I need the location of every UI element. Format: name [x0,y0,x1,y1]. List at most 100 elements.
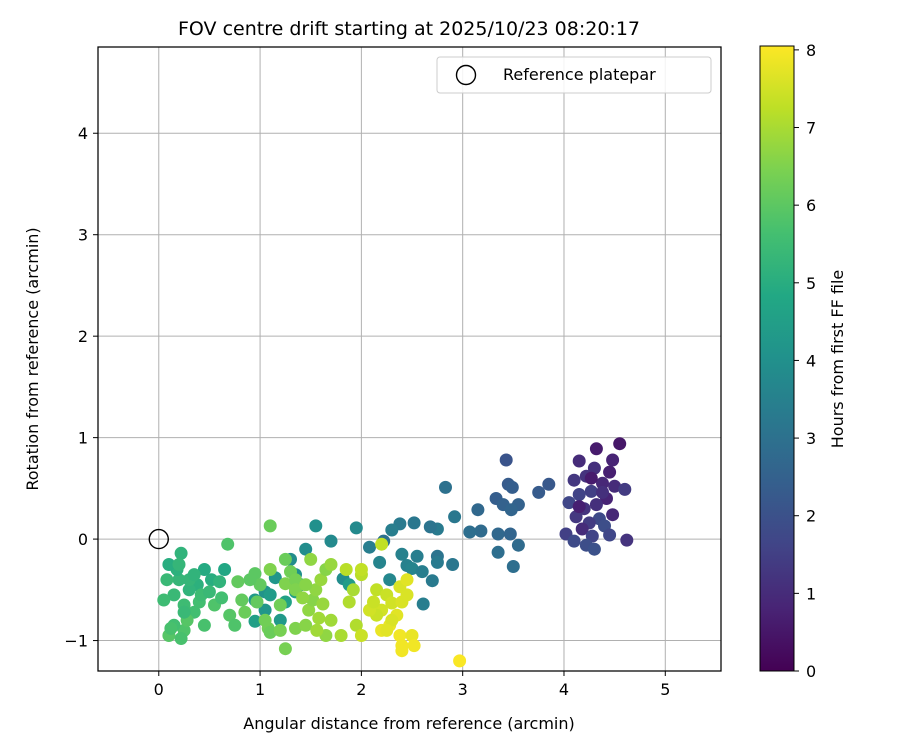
data-point [263,519,277,533]
data-point [584,471,598,485]
data-point [393,629,407,642]
data-point [542,477,556,491]
data-point [354,563,368,576]
data-point [606,508,620,522]
data-point [453,654,467,668]
data-point [370,583,384,597]
data-point [263,625,277,639]
colorbar-gradient [760,46,794,671]
y-tick-label: 2 [78,327,88,346]
data-point [572,454,586,468]
data-point [243,573,257,587]
data-point [367,595,380,609]
data-point [349,521,363,535]
data-point [248,614,262,628]
data-points [157,437,634,668]
data-point [448,510,462,524]
data-point [596,485,609,499]
data-point [491,545,505,559]
data-point [213,575,227,589]
colorbar-ticks: 0 1 2 3 4 5 6 7 8 [794,41,816,681]
data-point [407,516,421,530]
data-point [395,644,409,658]
data-point [223,608,237,622]
colorbar-frame [759,45,795,672]
y-axis-label: Rotation from reference (arcmin) [23,227,42,490]
y-tick-label: 4 [78,124,88,143]
data-point [316,597,330,611]
y-tick-label: 1 [78,429,88,448]
data-point [511,538,525,552]
data-point [587,542,601,556]
data-point [613,437,627,451]
colorbar-tick-label: 0 [806,662,816,681]
data-point [309,583,323,597]
data-point [157,593,171,607]
colorbar-tick-label: 1 [806,584,816,603]
x-tick-label: 1 [255,680,265,699]
data-point [596,476,609,490]
data-point [231,575,245,589]
data-point [324,534,338,548]
y-tick-label: −1 [64,632,88,651]
data-point [407,639,421,653]
data-point [202,585,216,599]
data-point [339,563,353,576]
data-point [569,510,583,524]
data-point [273,613,287,627]
data-point [296,591,310,605]
data-point [258,603,272,617]
data-point [383,573,397,587]
colorbar: 0 1 2 3 4 5 6 7 8 Hours from first FF file [759,41,847,681]
data-point [346,583,360,597]
data-point [491,527,505,541]
data-point [302,603,316,617]
data-point [263,588,277,602]
data-point [164,621,178,635]
data-point [253,578,267,592]
data-point [385,596,399,610]
data-point [620,533,634,547]
data-point [363,540,376,554]
data-point [373,555,387,569]
data-point [334,629,348,642]
data-point [587,461,601,475]
data-point [603,528,617,542]
data-point [503,527,517,541]
data-point [218,563,232,576]
data-point [618,482,632,496]
colorbar-tick-label: 5 [806,274,816,293]
data-point [474,524,488,538]
data-point [228,618,242,632]
data-point [562,496,576,510]
data-point [400,588,414,602]
colorbar-tick-label: 6 [806,196,816,215]
data-point [258,613,272,627]
data-point [160,573,174,587]
plot-frame [97,46,722,672]
data-point [415,565,429,579]
data-point [506,560,520,573]
data-point [446,558,460,571]
data-point [172,558,186,571]
x-axis-ticks: 0 1 2 3 4 5 [154,671,670,699]
data-point [167,588,181,602]
data-point [608,479,622,493]
data-point [606,453,620,467]
colorbar-label: Hours from first FF file [828,270,847,449]
data-point [416,597,430,611]
data-point [400,573,414,587]
data-point [278,577,292,591]
grid-lines [98,47,721,671]
data-point [172,573,186,587]
data-point [504,503,518,517]
colorbar-tick-label: 7 [806,119,816,138]
data-point [310,623,324,637]
legend: Reference platepar [436,56,712,94]
data-point [197,618,211,632]
data-point [439,480,452,494]
data-point [306,593,320,607]
data-point [405,562,419,575]
data-point [304,552,318,566]
